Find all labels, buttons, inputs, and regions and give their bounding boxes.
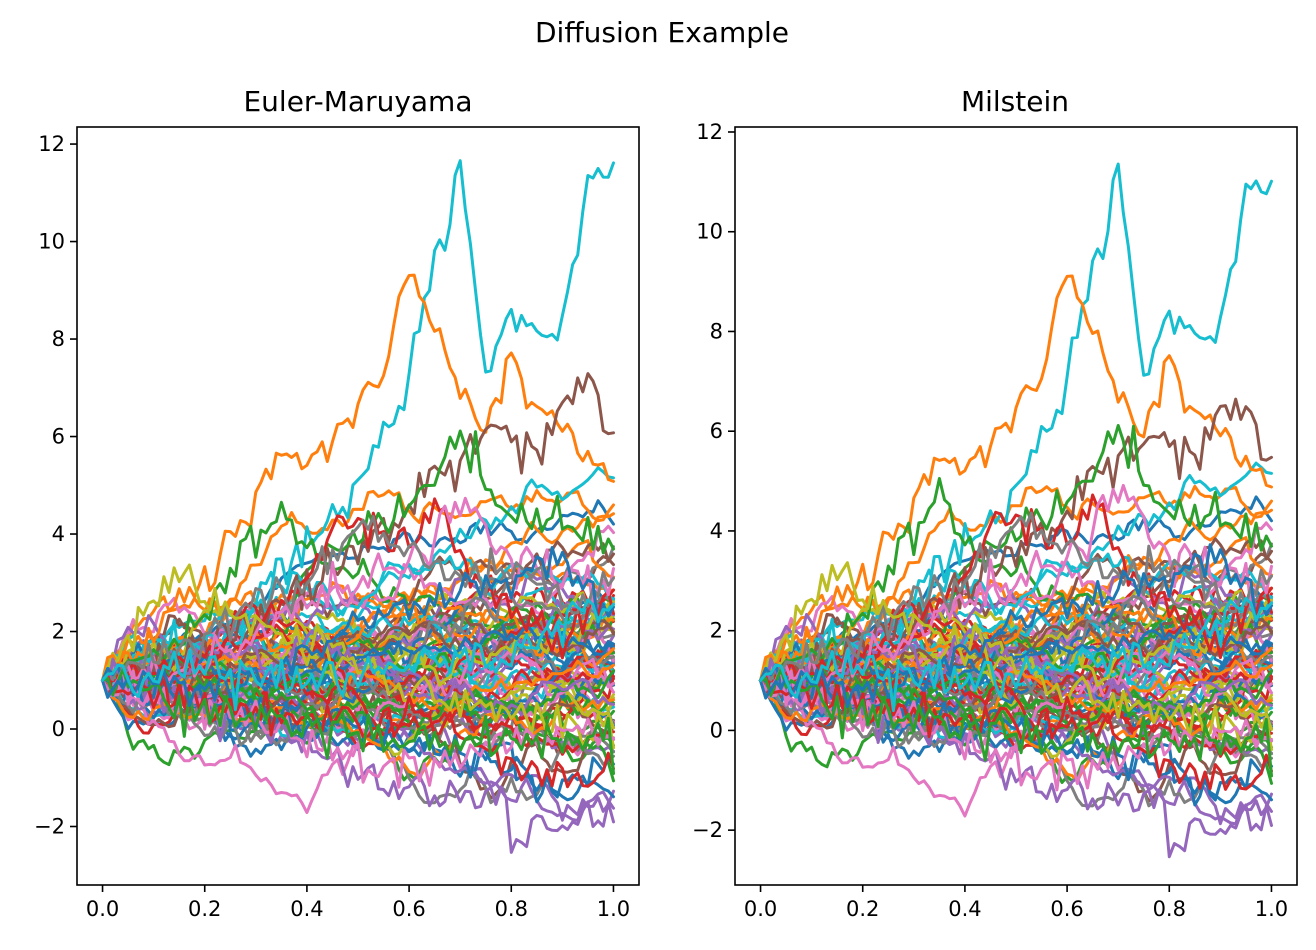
x-tick-label: 0.2 — [846, 897, 879, 921]
sample-path-66 — [759, 521, 1273, 686]
sample-path-99 — [101, 598, 615, 712]
x-tick-label: 0.2 — [188, 897, 221, 921]
x-tick-label: 0.0 — [744, 897, 777, 921]
axes-frame-milstein — [734, 126, 1298, 886]
sample-path-86 — [759, 274, 1273, 682]
y-tick-label: 4 — [52, 522, 65, 546]
y-tick-label: 12 — [38, 132, 65, 156]
x-tick-label: 0.6 — [1050, 897, 1083, 921]
axis-ticks-euler-maruyama: 0.0 0.2 0.4 0.6 0.8 1.0 −2 0 2 4 6 8 10 12 — [34, 132, 630, 921]
y-tick-label: 12 — [696, 120, 723, 144]
y-tick-label: −2 — [34, 815, 65, 839]
x-tick-label: 0.4 — [948, 897, 981, 921]
x-tick-label: 0.6 — [392, 897, 425, 921]
sample-path-92 — [101, 563, 615, 750]
sample-path-91 — [101, 515, 615, 682]
x-tick-label: 0.8 — [495, 897, 528, 921]
paths-milstein — [759, 162, 1273, 859]
y-tick-label: 10 — [38, 230, 65, 254]
y-tick-label: 2 — [52, 620, 65, 644]
x-tick-label: 0.4 — [290, 897, 323, 921]
sample-path-87 — [759, 397, 1273, 696]
sample-path-98 — [759, 543, 1273, 708]
x-tick-label: 0.8 — [1153, 897, 1186, 921]
sample-path-83 — [759, 622, 1273, 758]
x-tick-label: 1.0 — [597, 897, 630, 921]
figure-suptitle: Diffusion Example — [535, 16, 789, 49]
sample-path-91 — [759, 511, 1273, 682]
axis-ticks-milstein: 0.0 0.2 0.4 0.6 0.8 1.0 −2 0 2 4 6 8 10 12 — [692, 120, 1288, 921]
sample-path-95 — [101, 667, 615, 789]
sample-path-84 — [101, 629, 615, 717]
y-tick-label: 0 — [52, 717, 65, 741]
y-tick-label: −2 — [692, 818, 723, 842]
sample-path-66 — [101, 524, 615, 686]
x-tick-label: 0.0 — [86, 897, 119, 921]
subplot-euler-maruyama: Euler-Maruyama 0.0 0.2 0.4 0.6 0.8 1.0 −2 0 2 4 6 8… — [34, 85, 640, 921]
sample-path-88 — [101, 429, 615, 691]
x-tick-label: 1.0 — [1255, 897, 1288, 921]
y-tick-label: 10 — [696, 220, 723, 244]
sample-path-87 — [101, 372, 615, 695]
y-tick-label: 0 — [710, 718, 723, 742]
sample-path-99 — [759, 596, 1273, 713]
subplot-title-milstein: Milstein — [961, 85, 1069, 118]
subplot-title-euler-maruyama: Euler-Maruyama — [243, 85, 472, 118]
y-tick-label: 6 — [710, 419, 723, 443]
sample-path-95 — [759, 667, 1273, 792]
sample-path-98 — [101, 546, 615, 708]
y-tick-label: 8 — [52, 327, 65, 351]
sample-path-1 — [101, 489, 615, 682]
y-tick-label: 4 — [710, 519, 723, 543]
sample-path-83 — [101, 623, 615, 756]
sample-path-1 — [759, 484, 1273, 682]
paths-euler-maruyama — [101, 159, 615, 854]
sample-path-86 — [101, 273, 615, 682]
y-tick-label: 6 — [52, 425, 65, 449]
sample-path-84 — [759, 628, 1273, 718]
subplot-milstein: Milstein 0.0 0.2 0.4 0.6 0.8 1.0 −2 0 2 4 6 8 10 12 — [692, 85, 1298, 921]
y-tick-label: 2 — [710, 619, 723, 643]
sample-path-97 — [101, 667, 615, 775]
y-tick-label: 8 — [710, 319, 723, 343]
axes-frame-euler-maruyama — [76, 126, 640, 886]
sample-path-92 — [759, 561, 1273, 752]
sample-path-88 — [759, 424, 1273, 691]
sample-path-97 — [759, 667, 1273, 778]
